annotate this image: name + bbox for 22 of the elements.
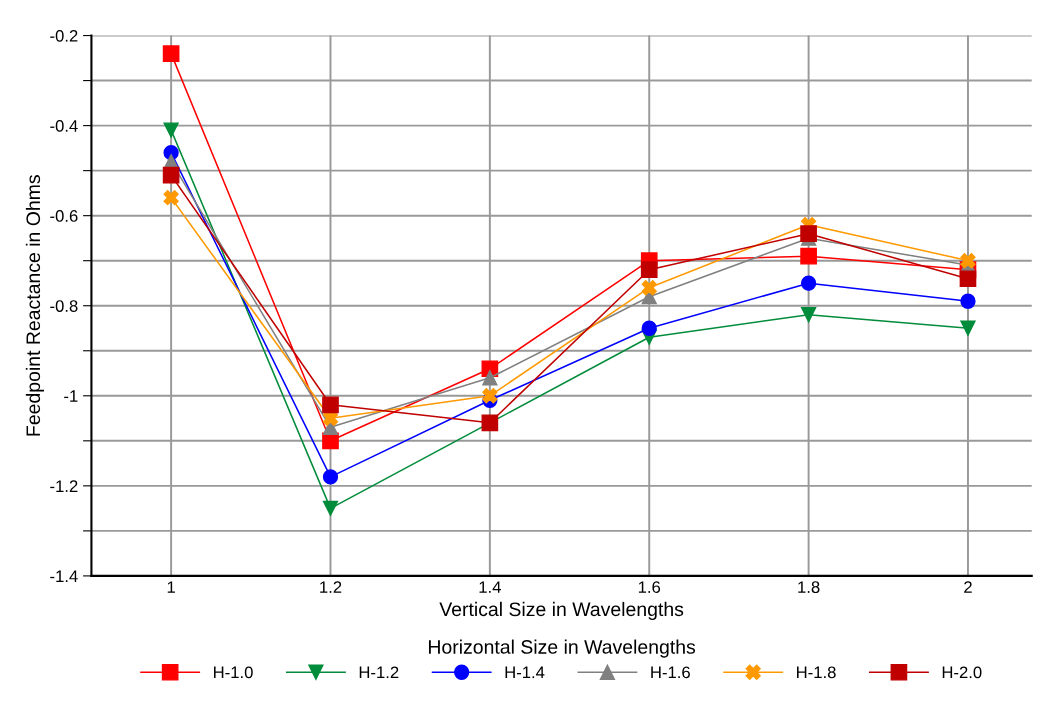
x-tick-label: 1.4	[479, 581, 501, 593]
y-tick-label: -1.2	[50, 480, 78, 492]
y-tick-label: -0.4	[50, 120, 78, 132]
legend-label: H-2.0	[942, 666, 982, 679]
y-axis-title: Feedpoint Reactance in Ohms	[25, 175, 44, 436]
x-axis-title: Vertical Size in Wavelengths	[439, 601, 684, 620]
y-tick-label: -0.8	[50, 300, 78, 312]
y-tick-label: -0.2	[50, 29, 78, 42]
x-tick-label: 1	[167, 581, 175, 593]
x-tick-label: 1.2	[320, 581, 342, 593]
legend-label: H-1.4	[505, 666, 545, 679]
x-tick-label: 1.6	[638, 581, 661, 594]
y-tick-label: -1	[64, 390, 78, 402]
x-tick-label: 2	[964, 581, 972, 593]
legend-label: H-1.2	[359, 666, 399, 679]
legend-label: H-1.6	[651, 666, 690, 679]
x-tick-label: 1.8	[798, 581, 820, 594]
y-tick-label: -0.6	[50, 210, 78, 222]
y-tick-label: -1.4	[50, 570, 78, 582]
legend-title: Horizontal Size in Wavelengths	[428, 639, 696, 658]
legend-label: H-1.0	[214, 666, 253, 679]
legend-label: H-1.8	[797, 666, 836, 679]
